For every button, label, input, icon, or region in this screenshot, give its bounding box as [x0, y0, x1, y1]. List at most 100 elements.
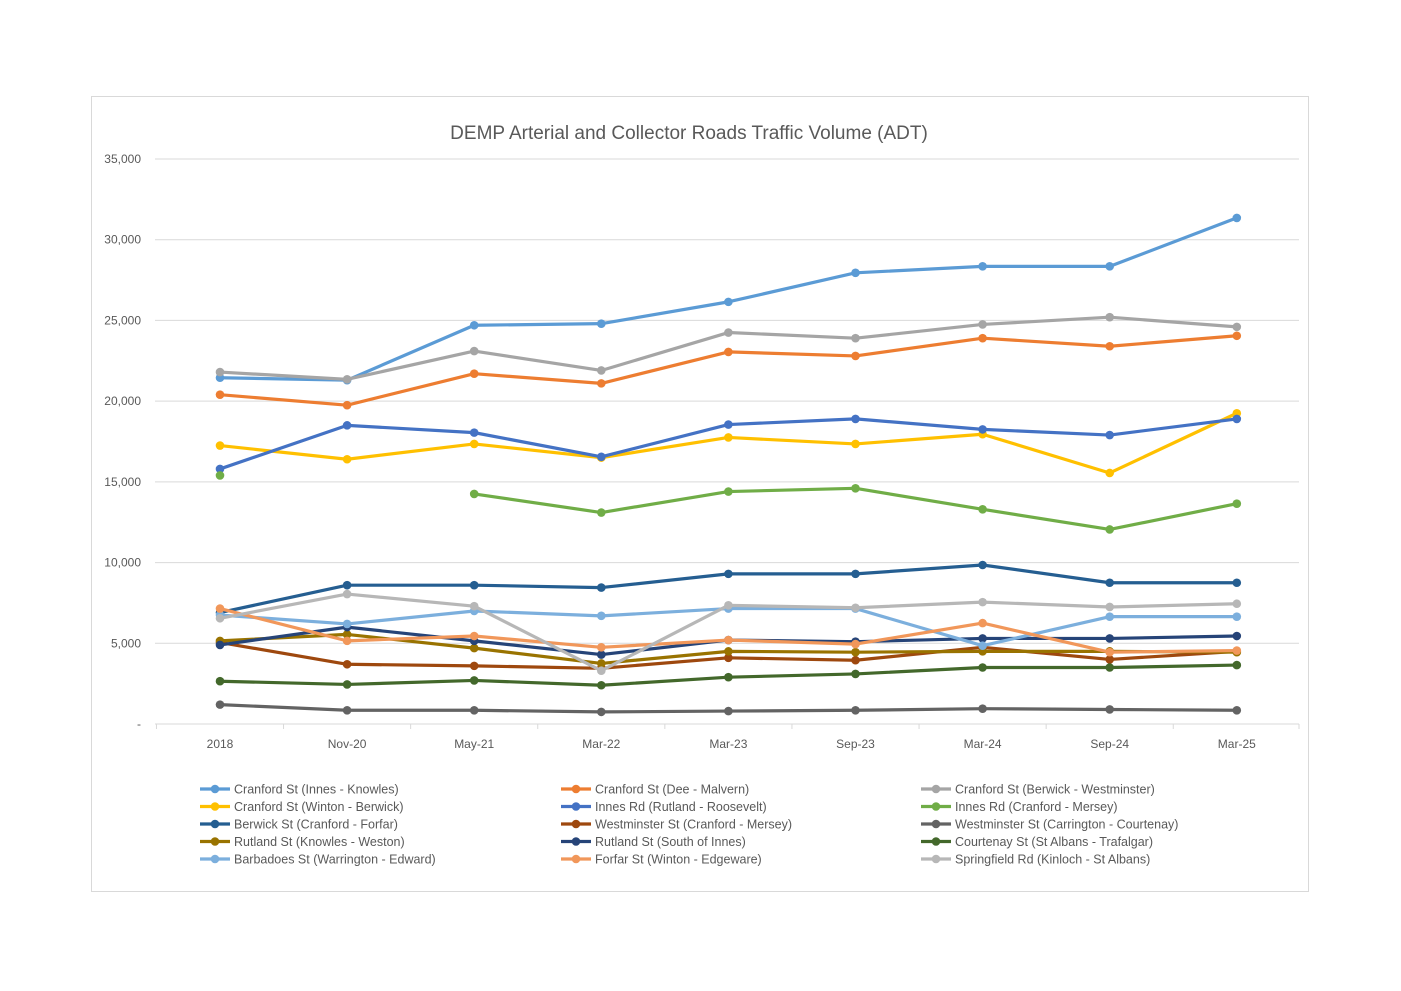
- data-point: [1105, 612, 1114, 621]
- data-point: [469, 489, 479, 499]
- data-point: [978, 663, 987, 672]
- data-point: [597, 366, 606, 375]
- data-point: [978, 634, 987, 643]
- y-tick-label: 15,000: [104, 475, 141, 489]
- data-point: [724, 487, 733, 496]
- y-tick-label: 10,000: [104, 556, 141, 570]
- legend-swatch-marker: [210, 784, 220, 794]
- data-point: [342, 659, 352, 669]
- data-point: [1232, 213, 1242, 223]
- series-9: [215, 630, 1242, 668]
- data-point: [1105, 525, 1114, 534]
- data-point: [597, 680, 606, 690]
- data-point: [342, 580, 352, 590]
- data-point: [1232, 331, 1242, 341]
- data-point: [851, 603, 860, 613]
- data-point: [597, 611, 606, 621]
- data-point: [469, 676, 479, 685]
- data-point: [342, 375, 352, 384]
- legend-swatch-marker: [571, 837, 581, 846]
- data-point: [1232, 578, 1242, 588]
- data-point: [597, 707, 606, 717]
- data-point: [1105, 634, 1114, 643]
- legend-swatch-marker: [210, 854, 220, 864]
- legend-swatch-marker: [571, 802, 581, 811]
- data-point: [597, 659, 606, 668]
- legend-label: Innes Rd (Cranford - Mersey): [955, 800, 1118, 814]
- axes: - 5,000 10,000 15,000 20,000 25,000 30,000 35,0…: [104, 152, 1300, 751]
- legend-label: Cranford St (Winton - Berwick): [234, 800, 403, 814]
- data-point: [978, 618, 987, 628]
- data-point: [1105, 262, 1114, 271]
- x-tick-label: May-21: [454, 737, 494, 751]
- legend-item: Innes Rd (Rutland - Roosevelt): [561, 800, 767, 814]
- data-point: [1105, 602, 1114, 612]
- data-point: [469, 428, 479, 437]
- data-point: [215, 471, 225, 480]
- series-14: [215, 589, 1242, 676]
- data-point: [597, 666, 606, 676]
- legend-item: Courtenay St (St Albans - Trafalgar): [921, 835, 1153, 849]
- data-point: [597, 643, 606, 652]
- x-tick-label: Sep-23: [836, 737, 875, 751]
- legend-label: Cranford St (Dee - Malvern): [595, 783, 749, 797]
- legend-swatch-marker: [931, 819, 941, 829]
- data-point: [215, 604, 225, 613]
- data-point: [597, 452, 606, 462]
- legend-label: Springfield Rd (Kinloch - St Albans): [955, 853, 1150, 867]
- x-tick-label: Mar-23: [709, 737, 747, 751]
- y-tick-label: 20,000: [104, 394, 141, 408]
- chart-title: DEMP Arterial and Collector Roads Traffi…: [450, 123, 928, 144]
- data-point: [1105, 647, 1114, 657]
- data-point: [724, 601, 733, 610]
- data-point: [342, 589, 352, 599]
- legend-swatch-marker: [931, 837, 941, 846]
- data-point: [978, 333, 987, 343]
- data-point: [342, 400, 352, 410]
- data-point: [342, 619, 352, 629]
- data-point: [342, 421, 352, 430]
- data-point: [851, 655, 860, 665]
- y-tick-label: -: [137, 717, 141, 731]
- data-point: [851, 484, 860, 493]
- data-point: [342, 630, 352, 639]
- data-point: [724, 433, 733, 442]
- legend-item: Springfield Rd (Kinloch - St Albans): [921, 853, 1150, 867]
- data-point: [215, 613, 225, 623]
- data-point: [978, 425, 987, 434]
- data-point: [724, 653, 733, 663]
- x-tick-label: Mar-22: [582, 737, 620, 751]
- legend-label: Barbadoes St (Warrington - Edward): [234, 853, 436, 867]
- data-point: [215, 676, 225, 686]
- data-point: [724, 420, 733, 429]
- y-tick-label: 5,000: [111, 636, 141, 650]
- legend-label: Rutland St (Knowles - Weston): [234, 835, 405, 849]
- legend-item: Rutland St (Knowles - Weston): [200, 835, 405, 849]
- data-point: [215, 441, 225, 450]
- series-3: [215, 408, 1242, 478]
- legend-label: Rutland St (South of Innes): [595, 835, 746, 849]
- legend-item: Cranford St (Dee - Malvern): [561, 783, 749, 797]
- data-point: [978, 641, 987, 651]
- legend-swatch-marker: [210, 819, 220, 829]
- data-point: [851, 569, 860, 579]
- legend-item: Westminster St (Carrington - Courtenay): [921, 818, 1178, 832]
- legend-item: Cranford St (Berwick - Westminster): [921, 783, 1155, 797]
- data-point: [978, 320, 987, 329]
- legend-label: Cranford St (Innes - Knowles): [234, 783, 399, 797]
- legend-label: Berwick St (Cranford - Forfar): [234, 818, 398, 832]
- data-point: [469, 439, 479, 449]
- data-point: [342, 705, 352, 715]
- data-point: [851, 351, 860, 361]
- data-point: [724, 672, 733, 682]
- data-point: [1232, 631, 1242, 641]
- legend-swatch-marker: [571, 854, 581, 864]
- legend-swatch-marker: [571, 819, 581, 829]
- series-1: [215, 331, 1242, 410]
- data-point: [597, 583, 606, 592]
- data-point: [1105, 341, 1114, 351]
- data-point: [724, 297, 733, 307]
- legend-item: Forfar St (Winton - Edgeware): [561, 853, 762, 867]
- data-point: [215, 464, 225, 474]
- data-point: [1105, 430, 1114, 440]
